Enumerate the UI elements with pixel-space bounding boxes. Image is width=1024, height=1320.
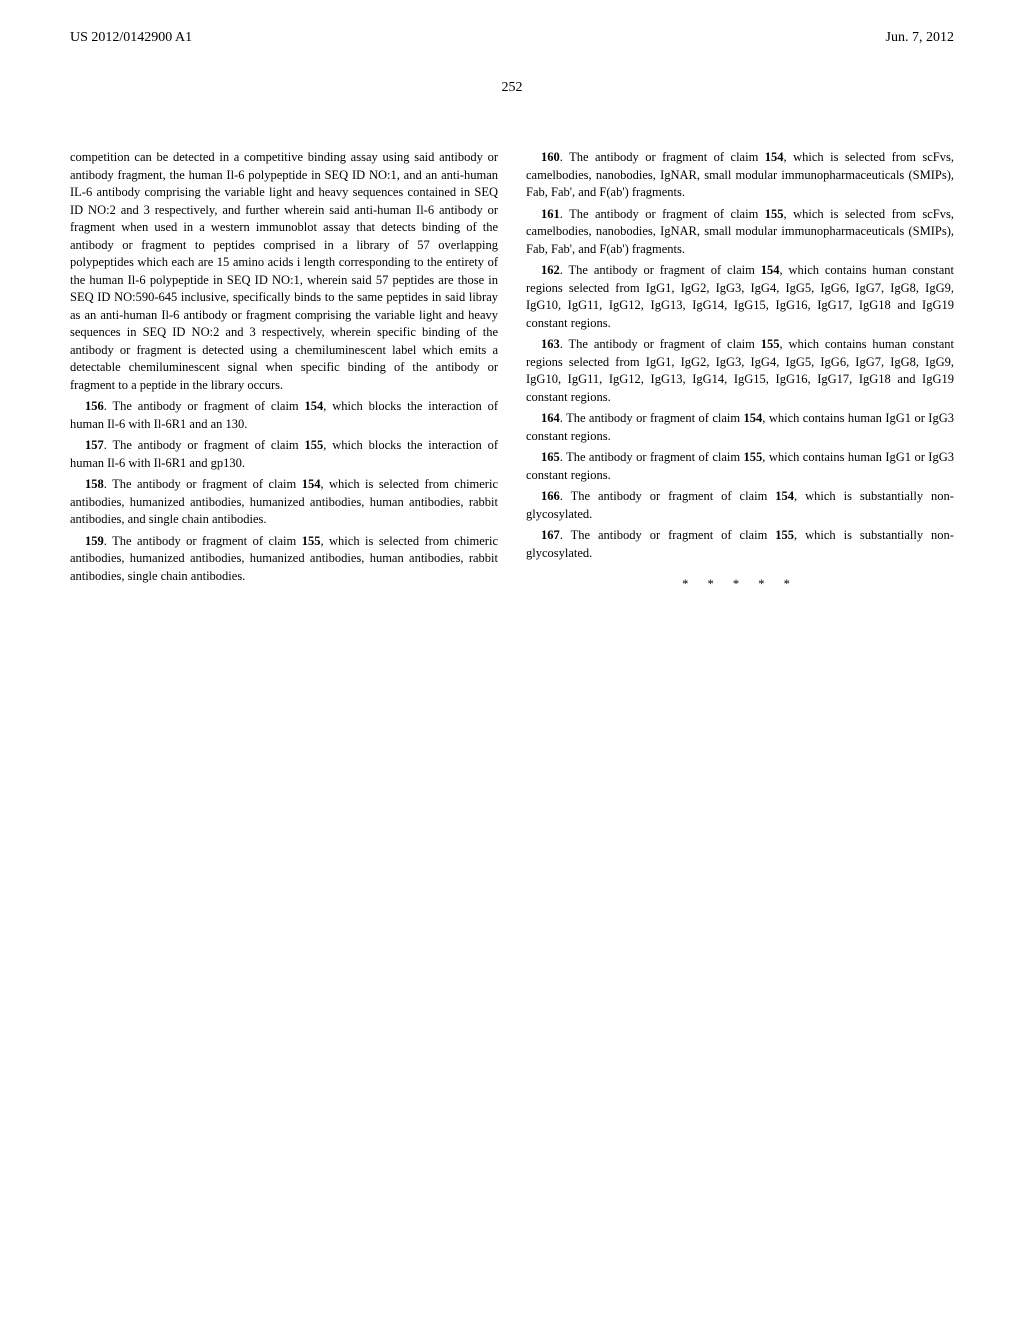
claim-text: . The antibody or fragment of claim xyxy=(104,534,302,548)
claim-text: . The antibody or fragment of claim xyxy=(560,528,776,542)
claim-number: 159 xyxy=(85,534,104,548)
claim-ref: 154 xyxy=(775,489,794,503)
claim-ref: 154 xyxy=(305,399,324,413)
claim-161: 161. The antibody or fragment of claim 1… xyxy=(526,206,954,259)
claim-text: . The antibody or fragment of claim xyxy=(104,399,305,413)
claim-text: . The antibody or fragment of claim xyxy=(560,263,761,277)
publication-number: US 2012/0142900 A1 xyxy=(70,28,192,48)
content-body: competition can be detected in a competi… xyxy=(70,149,954,594)
claim-ref: 155 xyxy=(761,337,780,351)
claim-ref: 154 xyxy=(765,150,784,164)
claim-160: 160. The antibody or fragment of claim 1… xyxy=(526,149,954,202)
continuation-paragraph: competition can be detected in a competi… xyxy=(70,149,498,394)
claim-ref: 154 xyxy=(302,477,321,491)
claim-text: . The antibody or fragment of claim xyxy=(560,337,761,351)
end-marks: * * * * * xyxy=(526,576,954,594)
claim-162: 162. The antibody or fragment of claim 1… xyxy=(526,262,954,332)
claim-166: 166. The antibody or fragment of claim 1… xyxy=(526,488,954,523)
claim-number: 163 xyxy=(541,337,560,351)
claim-ref: 154 xyxy=(744,411,763,425)
claim-text: . The antibody or fragment of claim xyxy=(104,438,305,452)
claim-text: . The antibody or fragment of claim xyxy=(560,150,765,164)
claim-number: 167 xyxy=(541,528,560,542)
claim-163: 163. The antibody or fragment of claim 1… xyxy=(526,336,954,406)
claim-number: 164 xyxy=(541,411,560,425)
claim-ref: 155 xyxy=(765,207,784,221)
claim-ref: 154 xyxy=(761,263,780,277)
claim-158: 158. The antibody or fragment of claim 1… xyxy=(70,476,498,529)
claim-number: 166 xyxy=(541,489,560,503)
claim-number: 162 xyxy=(541,263,560,277)
claim-ref: 155 xyxy=(302,534,321,548)
claim-text: . The antibody or fragment of claim xyxy=(560,411,744,425)
publication-date: Jun. 7, 2012 xyxy=(886,28,954,48)
claim-number: 165 xyxy=(541,450,560,464)
claim-number: 161 xyxy=(541,207,560,221)
claim-165: 165. The antibody or fragment of claim 1… xyxy=(526,449,954,484)
claim-number: 156 xyxy=(85,399,104,413)
claim-number: 160 xyxy=(541,150,560,164)
claim-156: 156. The antibody or fragment of claim 1… xyxy=(70,398,498,433)
claim-ref: 155 xyxy=(305,438,324,452)
claim-167: 167. The antibody or fragment of claim 1… xyxy=(526,527,954,562)
claim-164: 164. The antibody or fragment of claim 1… xyxy=(526,410,954,445)
claim-number: 157 xyxy=(85,438,104,452)
claim-text: . The antibody or fragment of claim xyxy=(560,450,744,464)
claim-ref: 155 xyxy=(744,450,763,464)
claim-text: . The antibody or fragment of claim xyxy=(104,477,302,491)
claim-number: 158 xyxy=(85,477,104,491)
claim-text: . The antibody or fragment of claim xyxy=(560,207,765,221)
claim-text: . The antibody or fragment of claim xyxy=(560,489,776,503)
header: US 2012/0142900 A1 Jun. 7, 2012 xyxy=(70,28,954,48)
claim-157: 157. The antibody or fragment of claim 1… xyxy=(70,437,498,472)
page-number: 252 xyxy=(70,78,954,98)
claim-ref: 155 xyxy=(775,528,794,542)
claim-159: 159. The antibody or fragment of claim 1… xyxy=(70,533,498,586)
